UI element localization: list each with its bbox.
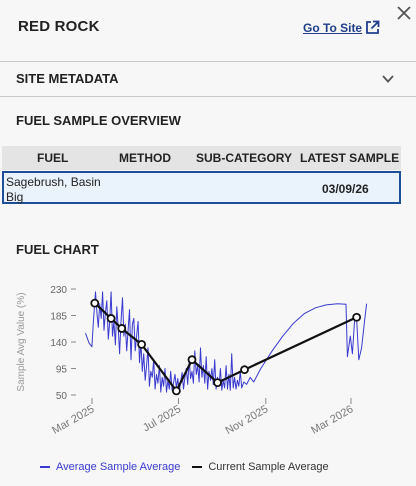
legend-swatch-average (40, 466, 50, 468)
header-divider (0, 61, 416, 62)
data-point (171, 386, 181, 396)
site-name: RED ROCK (18, 18, 100, 35)
data-point (213, 378, 222, 388)
table-row[interactable]: Sagebrush, Basin Big 03/09/26 (2, 171, 401, 204)
data-point (90, 298, 100, 308)
y-tick-label: 140 (50, 338, 67, 349)
close-icon[interactable] (394, 4, 414, 24)
y-tick-label: 95 (56, 365, 68, 376)
x-tick-label: Mar 2026 (309, 403, 355, 437)
data-point (106, 314, 116, 323)
y-tick-label: 185 (50, 312, 67, 323)
site-metadata-label: SITE METADATA (16, 71, 119, 86)
legend-item-current[interactable]: Current Sample Average (192, 461, 329, 473)
external-link-icon (366, 20, 380, 34)
x-tick-label: Jul 2025 (141, 403, 183, 434)
go-to-site-label: Go To Site (303, 20, 363, 35)
data-point (137, 339, 147, 349)
column-header-method[interactable]: METHOD (119, 151, 171, 165)
column-header-sub-category[interactable]: SUB-CATEGORY (196, 151, 292, 165)
fuel-chart: Sample Avg Value (%) 50 95 140 185 230 Mar 202… (16, 285, 368, 437)
data-point (240, 365, 249, 375)
legend-swatch-current (192, 466, 203, 468)
legend-item-average[interactable]: Average Sample Average (40, 461, 180, 473)
fuel-sample-table: FUEL METHOD SUB-CATEGORY LATEST SAMPLE S… (2, 146, 401, 204)
legend-label-average: Average Sample Average (56, 461, 181, 473)
cell-fuel: Sagebrush, Basin Big (6, 175, 101, 204)
column-header-latest-sample[interactable]: LATEST SAMPLE (300, 151, 400, 165)
chart-legend: Average Sample Average Current Sample Av… (40, 461, 341, 473)
data-point (352, 312, 362, 322)
cell-latest-sample: 03/09/26 (322, 182, 369, 196)
data-point (117, 324, 127, 333)
panel-header: RED ROCK Go To Site (0, 0, 416, 60)
y-tick-label: 230 (50, 285, 67, 296)
site-metadata-toggle[interactable]: SITE METADATA (0, 62, 416, 96)
legend-label-current: Current Sample Average (208, 461, 329, 473)
go-to-site-link[interactable]: Go To Site (303, 20, 380, 35)
data-point (187, 355, 197, 365)
y-axis-title: Sample Avg Value (%) (16, 292, 27, 391)
x-tick-label: Mar 2025 (50, 403, 96, 437)
fuel-sample-overview-title: FUEL SAMPLE OVERVIEW (16, 113, 181, 128)
x-tick-label: Nov 2025 (224, 403, 271, 437)
series-line-1 (94, 302, 358, 392)
table-header: FUEL METHOD SUB-CATEGORY LATEST SAMPLE (2, 146, 401, 170)
chevron-down-icon (382, 75, 394, 83)
metadata-divider (0, 96, 416, 97)
fuel-chart-title: FUEL CHART (16, 242, 99, 257)
y-tick-label: 50 (56, 391, 68, 402)
series-line-0 (85, 291, 368, 393)
column-header-fuel[interactable]: FUEL (37, 151, 69, 165)
